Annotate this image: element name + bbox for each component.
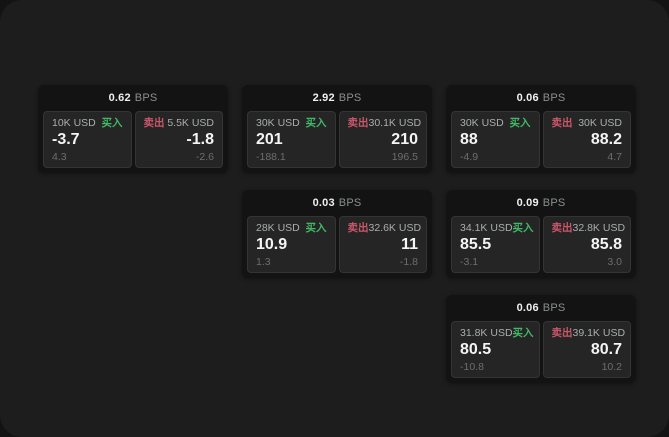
quote-card-grid: 0.62 BPS 10K USD 买入 -3.7 4.3 卖出 5.5K USD… [38,85,636,383]
spread-header: 2.92 BPS [247,85,427,111]
sell-panel[interactable]: 卖出 32.8K USD 85.8 3.0 [542,216,631,273]
buy-amount: 10K USD [52,117,96,129]
spread-unit: BPS [542,92,566,104]
spread-header: 0.03 BPS [247,190,427,216]
quote-card: 2.92 BPS 30K USD 买入 201 -188.1 卖出 30.1K … [242,85,432,173]
sell-panel[interactable]: 卖出 30.1K USD 210 196.5 [338,111,427,168]
sell-panel[interactable]: 卖出 32.6K USD 11 -1.8 [338,216,427,273]
sell-price: 88.2 [590,131,622,148]
spread-header: 0.06 BPS [451,85,631,111]
sell-sub-value: 10.2 [601,361,622,373]
buy-amount: 30K USD [460,117,504,129]
quote-card: 0.06 BPS 31.8K USD 买入 80.5 -10.8 卖出 39.1… [446,295,636,383]
buy-label: 买入 [101,117,123,129]
sell-label: 卖出 [551,117,573,129]
spread-unit: BPS [542,197,566,209]
buy-label: 买入 [509,117,531,129]
spread-unit: BPS [338,92,362,104]
sell-panel[interactable]: 卖出 39.1K USD 80.7 10.2 [542,321,631,378]
buy-sub-value: -188.1 [256,151,286,163]
sell-sub-value: -2.6 [195,151,214,163]
sell-price: 11 [401,236,418,253]
sell-sub-value: 196.5 [391,151,418,163]
buy-label: 买入 [305,117,327,129]
buy-panel[interactable]: 30K USD 买入 88 -4.9 [451,111,540,168]
sell-sub-value: 4.7 [607,151,622,163]
sell-price: 80.7 [590,341,622,358]
buy-price: 85.5 [460,236,492,253]
quote-card: 0.09 BPS 34.1K USD 买入 85.5 -3.1 卖出 32.8K… [446,190,636,278]
buy-price: 201 [256,131,283,148]
buy-panel[interactable]: 31.8K USD 买入 80.5 -10.8 [451,321,540,378]
spread-value: 0.03 [312,197,335,209]
sell-sub-value: -1.8 [399,256,418,268]
buy-label: 买入 [512,327,534,339]
sell-amount: 39.1K USD [572,327,626,339]
sell-panel[interactable]: 卖出 30K USD 88.2 4.7 [542,111,631,168]
buy-sub-value: 4.3 [52,151,67,163]
sell-price: 85.8 [590,236,622,253]
sell-label: 卖出 [347,117,369,129]
sell-amount: 30.1K USD [368,117,422,129]
spread-unit: BPS [338,197,362,209]
spread-value: 0.06 [516,302,539,314]
sell-panel[interactable]: 卖出 5.5K USD -1.8 -2.6 [134,111,223,168]
sell-label: 卖出 [551,327,573,339]
spread-value: 0.09 [516,197,539,209]
buy-sub-value: 1.3 [256,256,271,268]
sell-amount: 30K USD [578,117,622,129]
sell-label: 卖出 [551,222,573,234]
buy-sub-value: -10.8 [460,361,484,373]
sell-price: -1.8 [186,131,214,148]
quote-card: 0.03 BPS 28K USD 买入 10.9 1.3 卖出 32.6K US… [242,190,432,278]
buy-price: 88 [460,131,478,148]
spread-header: 0.09 BPS [451,190,631,216]
buy-amount: 30K USD [256,117,300,129]
quote-card: 0.06 BPS 30K USD 买入 88 -4.9 卖出 30K USD 8… [446,85,636,173]
sell-sub-value: 3.0 [607,256,622,268]
buy-amount: 31.8K USD [460,327,513,339]
spread-value: 0.06 [516,92,539,104]
buy-panel[interactable]: 34.1K USD 买入 85.5 -3.1 [451,216,540,273]
sell-price: 210 [391,131,418,148]
buy-label: 买入 [305,222,327,234]
buy-amount: 28K USD [256,222,300,234]
buy-sub-value: -3.1 [460,256,479,268]
buy-panel[interactable]: 30K USD 买入 201 -188.1 [247,111,336,168]
buy-price: 10.9 [256,236,288,253]
buy-sub-value: -4.9 [460,151,479,163]
spread-value: 2.92 [312,92,335,104]
buy-price: 80.5 [460,341,492,358]
spread-header: 0.62 BPS [43,85,223,111]
quote-card: 0.62 BPS 10K USD 买入 -3.7 4.3 卖出 5.5K USD… [38,85,228,173]
sell-label: 卖出 [347,222,369,234]
spread-value: 0.62 [108,92,131,104]
sell-amount: 5.5K USD [167,117,214,129]
buy-amount: 34.1K USD [460,222,513,234]
buy-price: -3.7 [52,131,80,148]
buy-panel[interactable]: 10K USD 买入 -3.7 4.3 [43,111,132,168]
buy-label: 买入 [512,222,534,234]
sell-amount: 32.6K USD [368,222,422,234]
spread-unit: BPS [134,92,158,104]
spread-header: 0.06 BPS [451,295,631,321]
sell-amount: 32.8K USD [572,222,626,234]
spread-unit: BPS [542,302,566,314]
buy-panel[interactable]: 28K USD 买入 10.9 1.3 [247,216,336,273]
sell-label: 卖出 [143,117,165,129]
